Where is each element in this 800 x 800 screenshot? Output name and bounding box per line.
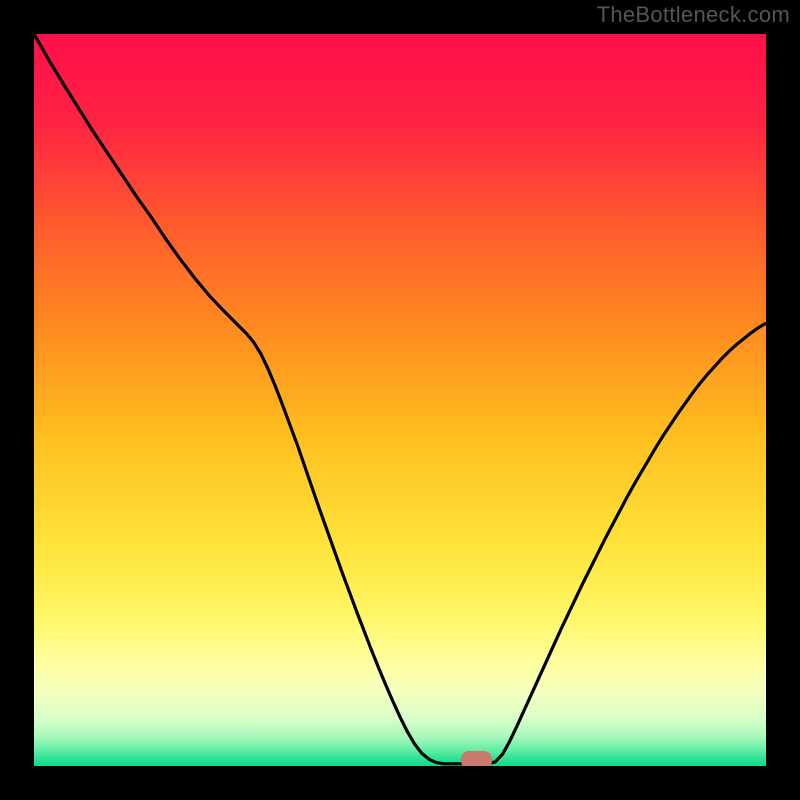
optimal-marker — [461, 751, 492, 766]
chart-stage: TheBottleneck.com — [0, 0, 800, 800]
watermark-text: TheBottleneck.com — [597, 2, 790, 28]
bottleneck-curve — [34, 34, 766, 764]
plot-curve-svg — [34, 34, 766, 766]
plot-area — [34, 34, 766, 766]
